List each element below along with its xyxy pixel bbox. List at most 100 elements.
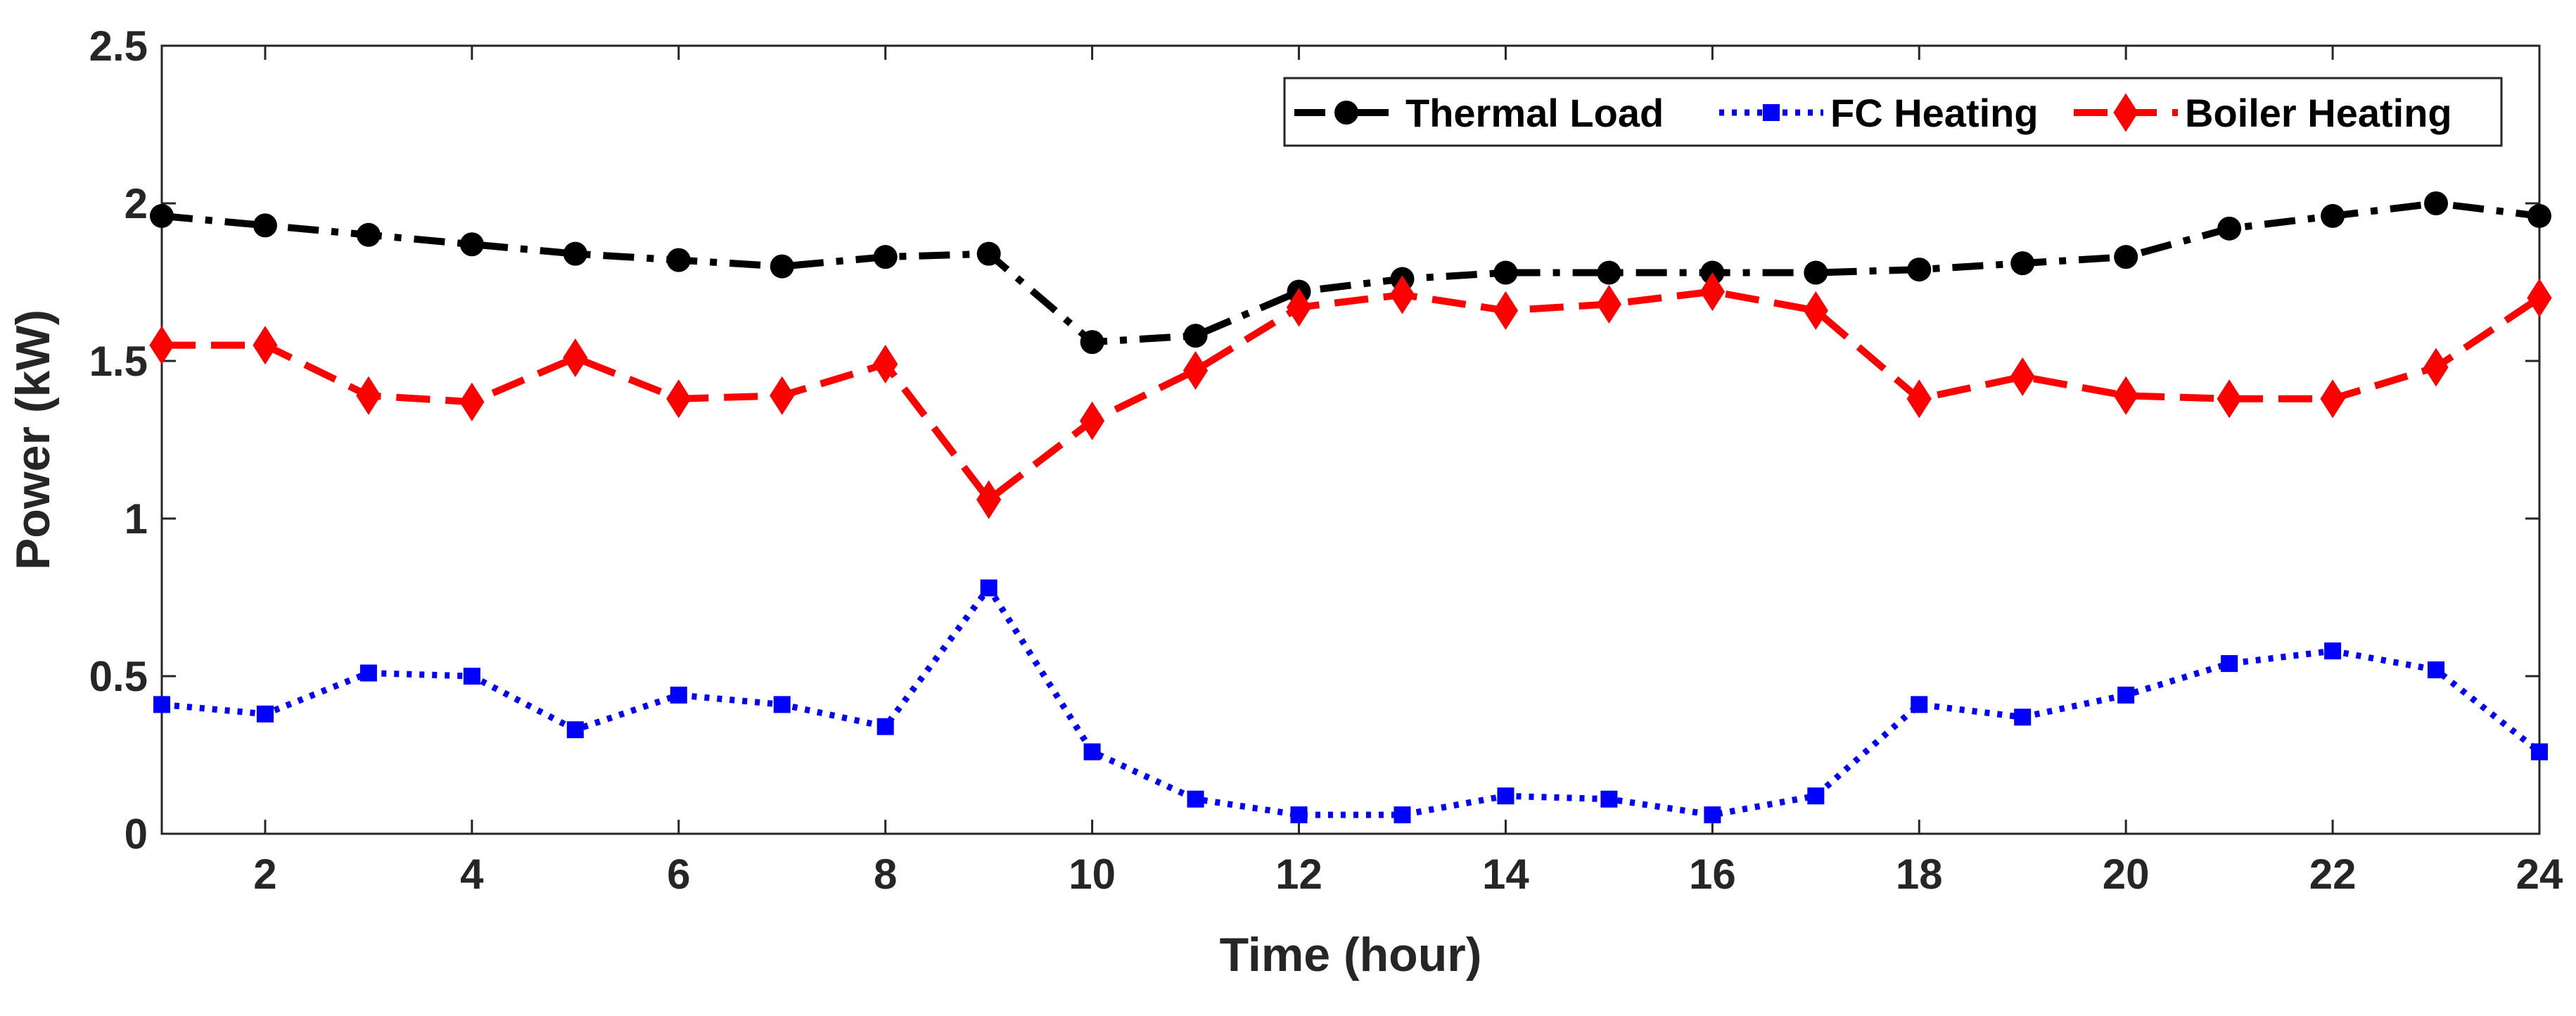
- boiler-heating-point: [976, 480, 1002, 519]
- y-axis-label: Power (kW): [6, 310, 60, 570]
- x-tick-label: 20: [2103, 851, 2150, 898]
- boiler-heating-point: [770, 376, 795, 415]
- fc-heating-series: [153, 579, 2548, 824]
- fc-heating-point: [980, 579, 997, 597]
- fc-heating-point: [566, 721, 584, 739]
- x-tick-label: 12: [1275, 851, 1322, 898]
- thermal-load-point: [150, 203, 174, 228]
- fc-heating-point: [1187, 790, 1204, 808]
- thermal-load-series: [150, 191, 2551, 355]
- thermal-load-point: [1493, 260, 1518, 285]
- thermal-load-point: [2114, 245, 2138, 269]
- thermal-load-point: [1907, 258, 1932, 282]
- y-tick-label: 1.5: [89, 338, 148, 385]
- x-tick-label: 16: [1689, 851, 1736, 898]
- x-tick-label: 22: [2309, 851, 2357, 898]
- fc-heating-point: [1704, 806, 1721, 824]
- fc-heating-point: [2221, 655, 2238, 673]
- thermal-load-point: [1183, 324, 1208, 348]
- thermal-load-point: [563, 241, 587, 266]
- boiler-heating-point: [2423, 348, 2449, 387]
- legend-label-fc-heating: FC Heating: [1830, 91, 2039, 135]
- thermal-load-point: [1080, 330, 1104, 355]
- x-tick-label: 8: [874, 851, 897, 898]
- x-tick-label: 18: [1896, 851, 1943, 898]
- thermal-load-line: [161, 200, 2540, 346]
- fc-heating-point: [1911, 696, 1928, 713]
- x-axis-label: Time (hour): [1220, 928, 1482, 982]
- thermal-load-point: [666, 248, 691, 272]
- boiler-heating-point: [666, 379, 691, 419]
- thermal-load-point: [459, 232, 484, 257]
- thermal-load-point: [356, 222, 381, 247]
- boiler-heating-point: [1803, 291, 1828, 330]
- boiler-heating-point: [1906, 379, 1932, 419]
- x-tick-label: 14: [1482, 851, 1529, 898]
- fc-heating-point: [2428, 661, 2445, 679]
- plot-area: [160, 44, 2541, 835]
- x-tick-label: 24: [2516, 851, 2563, 898]
- y-tick-label: 2: [125, 180, 148, 227]
- boiler-heating-point: [1493, 291, 1519, 330]
- y-axis-ticks: 0 0.5 1 1.5 2 2.5: [89, 23, 2539, 858]
- thermal-load-point: [2527, 203, 2551, 228]
- boiler-heating-line: [162, 288, 2542, 504]
- boiler-heating-point: [1596, 284, 1621, 324]
- boiler-heating-point: [356, 376, 381, 415]
- fc-heating-point: [1600, 790, 1618, 808]
- fc-heating-point: [2117, 686, 2135, 704]
- thermal-load-point: [253, 213, 277, 238]
- boiler-heating-point: [1700, 272, 1725, 311]
- fc-heating-point: [1394, 806, 1411, 824]
- thermal-load-point: [1804, 260, 1828, 285]
- boiler-heating-point: [563, 338, 588, 378]
- thermal-load-point: [770, 254, 794, 279]
- legend-box: [1283, 77, 2503, 147]
- x-tick-label: 10: [1069, 851, 1116, 898]
- y-tick-label: 0: [125, 811, 148, 858]
- fc-heating-point: [773, 696, 791, 713]
- boiler-heating-point: [1286, 288, 1312, 327]
- legend-boiler-heating-point: [2113, 93, 2138, 132]
- x-axis-ticks: 2 4 6 8 10 12 14 16 18 20 22 24: [253, 46, 2563, 898]
- fc-heating-point: [2014, 709, 2032, 726]
- x-tick-label: 2: [253, 851, 276, 898]
- boiler-heating-point: [149, 326, 174, 365]
- legend-fc-heating-point: [1763, 104, 1780, 121]
- thermal-load-point: [2217, 216, 2242, 241]
- thermal-load-point: [2010, 251, 2035, 276]
- thermal-load-point: [2321, 203, 2345, 228]
- x-tick-label: 4: [460, 851, 484, 898]
- series-layer: [149, 191, 2552, 824]
- fc-heating-point: [1290, 806, 1308, 824]
- fc-heating-point: [670, 686, 687, 704]
- fc-heating-point: [876, 718, 894, 735]
- boiler-heating-point: [2113, 376, 2138, 415]
- fc-heating-point: [1083, 743, 1101, 761]
- boiler-heating-point: [2527, 278, 2552, 317]
- legend-label-boiler-heating: Boiler Heating: [2185, 91, 2452, 135]
- fc-heating-point: [463, 668, 480, 685]
- boiler-heating-series: [149, 272, 2552, 519]
- boiler-heating-point: [1182, 350, 1209, 390]
- boiler-heating-point: [2320, 379, 2345, 419]
- legend-label-thermal-load: Thermal Load: [1405, 91, 1664, 135]
- fc-heating-point: [1807, 787, 1825, 805]
- thermal-load-point: [2424, 191, 2449, 215]
- y-tick-label: 1: [125, 495, 148, 542]
- boiler-heating-point: [873, 344, 898, 383]
- fc-heating-point: [2531, 743, 2548, 761]
- fc-heating-point: [359, 664, 377, 682]
- y-tick-label: 0.5: [89, 653, 148, 700]
- fc-heating-point: [2324, 642, 2342, 660]
- boiler-heating-point: [459, 382, 485, 421]
- boiler-heating-point: [2010, 357, 2035, 396]
- thermal-load-point: [976, 241, 1001, 266]
- fc-heating-point: [1497, 787, 1515, 805]
- thermal-load-point: [873, 245, 898, 269]
- x-tick-label: 6: [667, 851, 690, 898]
- fc-heating-point: [256, 705, 274, 723]
- legend-thermal-load-point: [1334, 101, 1358, 125]
- legend: Thermal Load FC Heating Boiler Heating: [1283, 77, 2503, 147]
